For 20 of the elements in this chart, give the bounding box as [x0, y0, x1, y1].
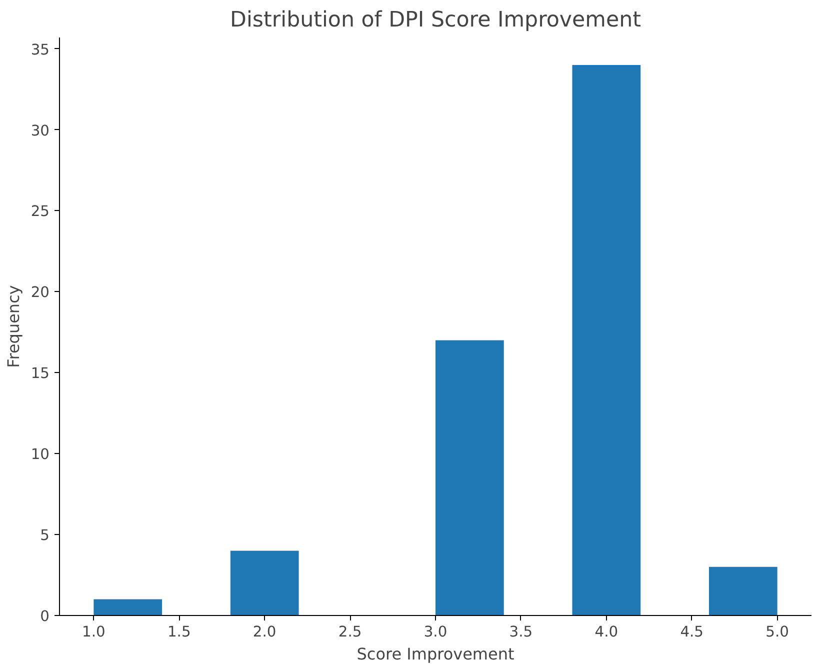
- y-tick-label: 20: [30, 284, 50, 302]
- y-tick-label: 0: [40, 608, 50, 625]
- x-tick-label: 2.0: [252, 624, 276, 640]
- y-tick-label: 5: [40, 527, 50, 544]
- x-tick-label: 1.0: [82, 624, 106, 640]
- chart-title: Distribution of DPI Score Improvement: [230, 8, 641, 32]
- x-tick-label: 1.5: [167, 624, 191, 640]
- x-tick-label: 2.5: [338, 624, 362, 640]
- x-tick-label: 4.0: [594, 624, 618, 640]
- y-axis-title: Frequency: [4, 285, 23, 368]
- x-tick-label: 3.0: [424, 624, 448, 640]
- y-tick-label: 15: [30, 365, 50, 382]
- y-tick-label: 10: [30, 446, 50, 464]
- y-tick-label: 30: [30, 122, 50, 140]
- x-tick-label: 3.5: [509, 624, 533, 640]
- x-axis-title: Score Improvement: [356, 644, 514, 664]
- x-tick-label: 4.5: [680, 624, 704, 640]
- y-tick-label: 25: [30, 203, 50, 220]
- x-tick-label: 5.0: [766, 624, 789, 640]
- y-tick-label: 35: [30, 41, 50, 58]
